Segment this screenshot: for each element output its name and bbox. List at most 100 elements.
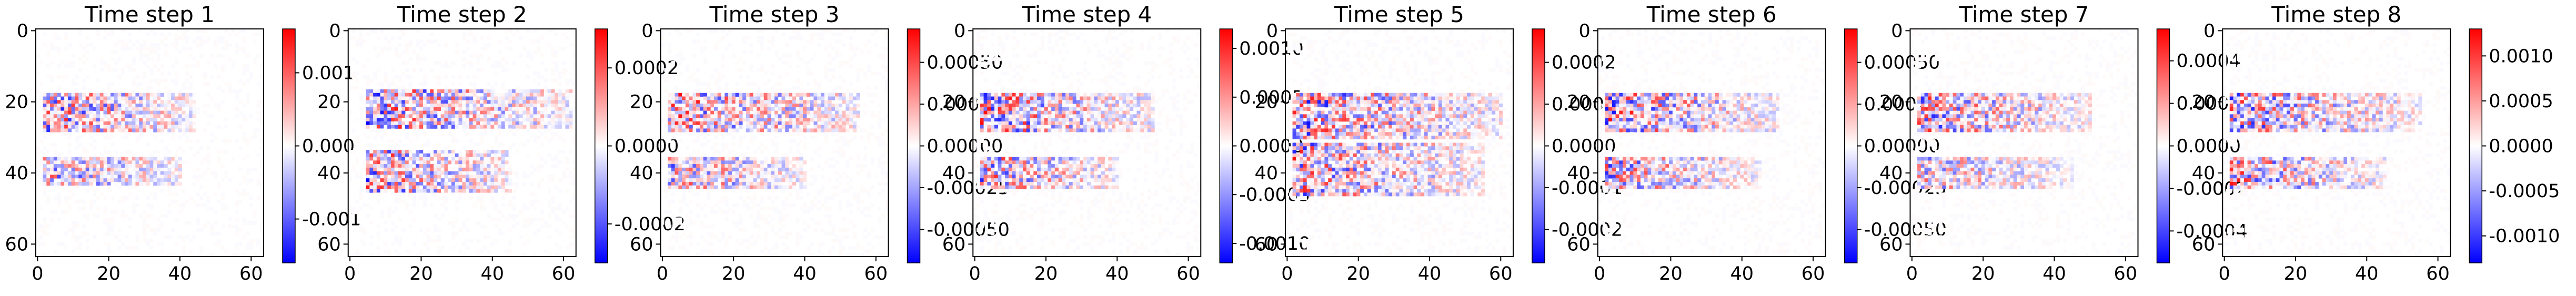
heatmap-cell [390, 171, 395, 175]
heatmap-cell [164, 175, 168, 179]
heatmap-cell [93, 178, 97, 182]
heatmap-cell [220, 64, 225, 68]
heatmap-cell [64, 46, 68, 50]
heatmap-cell [121, 128, 125, 132]
heatmap-cell [416, 167, 420, 172]
heatmap-cell [789, 100, 793, 104]
heatmap-cell [707, 110, 711, 115]
heatmap-cell [707, 178, 711, 182]
heatmap-cell [689, 171, 693, 175]
heatmap-cell [53, 164, 57, 168]
heatmap-cell [380, 107, 384, 111]
heatmap-cell [831, 164, 836, 168]
heatmap-cell [53, 181, 57, 186]
heatmap-cell [440, 167, 445, 172]
heatmap-cell [228, 178, 232, 182]
heatmap-cell [373, 189, 377, 193]
heatmap-cell [867, 192, 871, 197]
heatmap-cell [416, 157, 420, 161]
heatmap-cell [692, 78, 697, 83]
heatmap-cell [476, 142, 480, 147]
heatmap-cell [117, 164, 122, 168]
heatmap-cell [472, 185, 477, 189]
heatmap-cell [480, 68, 484, 72]
heatmap-cell [103, 207, 107, 211]
heatmap-cell [846, 181, 850, 186]
heatmap-cell [178, 125, 182, 129]
heatmap-cell [781, 54, 786, 58]
heatmap-cell [434, 150, 438, 154]
heatmap-cell [64, 75, 68, 79]
heatmap-cell [64, 114, 68, 118]
heatmap-cell [121, 199, 125, 203]
heatmap-cell [440, 89, 445, 94]
heatmap-cell [458, 104, 462, 108]
heatmap-cell [448, 121, 452, 126]
heatmap-cell [724, 86, 729, 90]
heatmap-cell [57, 217, 61, 221]
heatmap-cell [874, 135, 878, 140]
heatmap-cell [810, 39, 814, 44]
heatmap-cell [99, 181, 104, 186]
heatmap-cell [188, 146, 193, 150]
heatmap-cell [67, 104, 72, 108]
heatmap-cell [480, 249, 484, 253]
heatmap-cell [724, 142, 729, 147]
heatmap-cell [555, 54, 559, 58]
heatmap-cell [555, 185, 559, 189]
heatmap-cell [537, 93, 541, 97]
heatmap-cell [703, 114, 707, 118]
heatmap-cell [419, 153, 424, 157]
heatmap-cell [713, 181, 718, 186]
heatmap-cell [838, 114, 842, 118]
heatmap-cell [813, 78, 818, 83]
heatmap-cell [881, 75, 886, 79]
heatmap-cell [757, 128, 761, 132]
heatmap-cell [771, 121, 775, 126]
heatmap-cell [220, 54, 225, 58]
heatmap-cell [178, 128, 182, 132]
heatmap-cell [422, 199, 427, 203]
heatmap-cell [110, 178, 115, 182]
heatmap-cell [220, 203, 225, 207]
heatmap-cell [753, 221, 757, 225]
heatmap-cell [210, 54, 214, 58]
heatmap-cell [781, 157, 786, 161]
heatmap-cell [490, 171, 495, 175]
heatmap-cell [117, 93, 122, 97]
heatmap-cell [774, 167, 779, 172]
heatmap-cell [160, 178, 164, 182]
heatmap-cell [703, 128, 707, 132]
heatmap-cell [753, 224, 757, 229]
heatmap-cell [785, 128, 789, 132]
heatmap-cell [731, 110, 736, 115]
heatmap-cell [472, 36, 477, 40]
heatmap-cell [444, 164, 448, 168]
heatmap-cell [146, 128, 150, 132]
heatmap-cell [824, 160, 828, 165]
heatmap-cell [828, 78, 832, 83]
heatmap-cell [107, 107, 111, 111]
heatmap-cell [487, 89, 491, 94]
heatmap-cell [692, 157, 697, 161]
heatmap-cell [522, 46, 527, 50]
heatmap-cell [551, 54, 555, 58]
heatmap-cell [451, 75, 456, 79]
heatmap-cell [416, 107, 420, 111]
heatmap-cell [774, 150, 779, 154]
heatmap-cell [408, 249, 412, 253]
heatmap-cell [771, 171, 775, 175]
heatmap-cell [696, 185, 700, 189]
heatmap-cell [376, 125, 381, 129]
heatmap-cell [757, 104, 761, 108]
heatmap-cell [490, 114, 495, 118]
heatmap-cell [856, 93, 860, 97]
heatmap-cell [771, 224, 775, 229]
heatmap-cell [810, 96, 814, 100]
heatmap-cell [128, 132, 133, 136]
heatmap-cell [401, 100, 406, 104]
heatmap-cell [849, 121, 853, 126]
heatmap-cell [110, 128, 115, 132]
heatmap-cell [555, 213, 559, 218]
